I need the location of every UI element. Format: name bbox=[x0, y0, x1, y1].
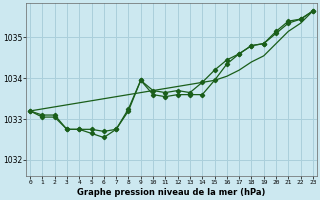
X-axis label: Graphe pression niveau de la mer (hPa): Graphe pression niveau de la mer (hPa) bbox=[77, 188, 266, 197]
